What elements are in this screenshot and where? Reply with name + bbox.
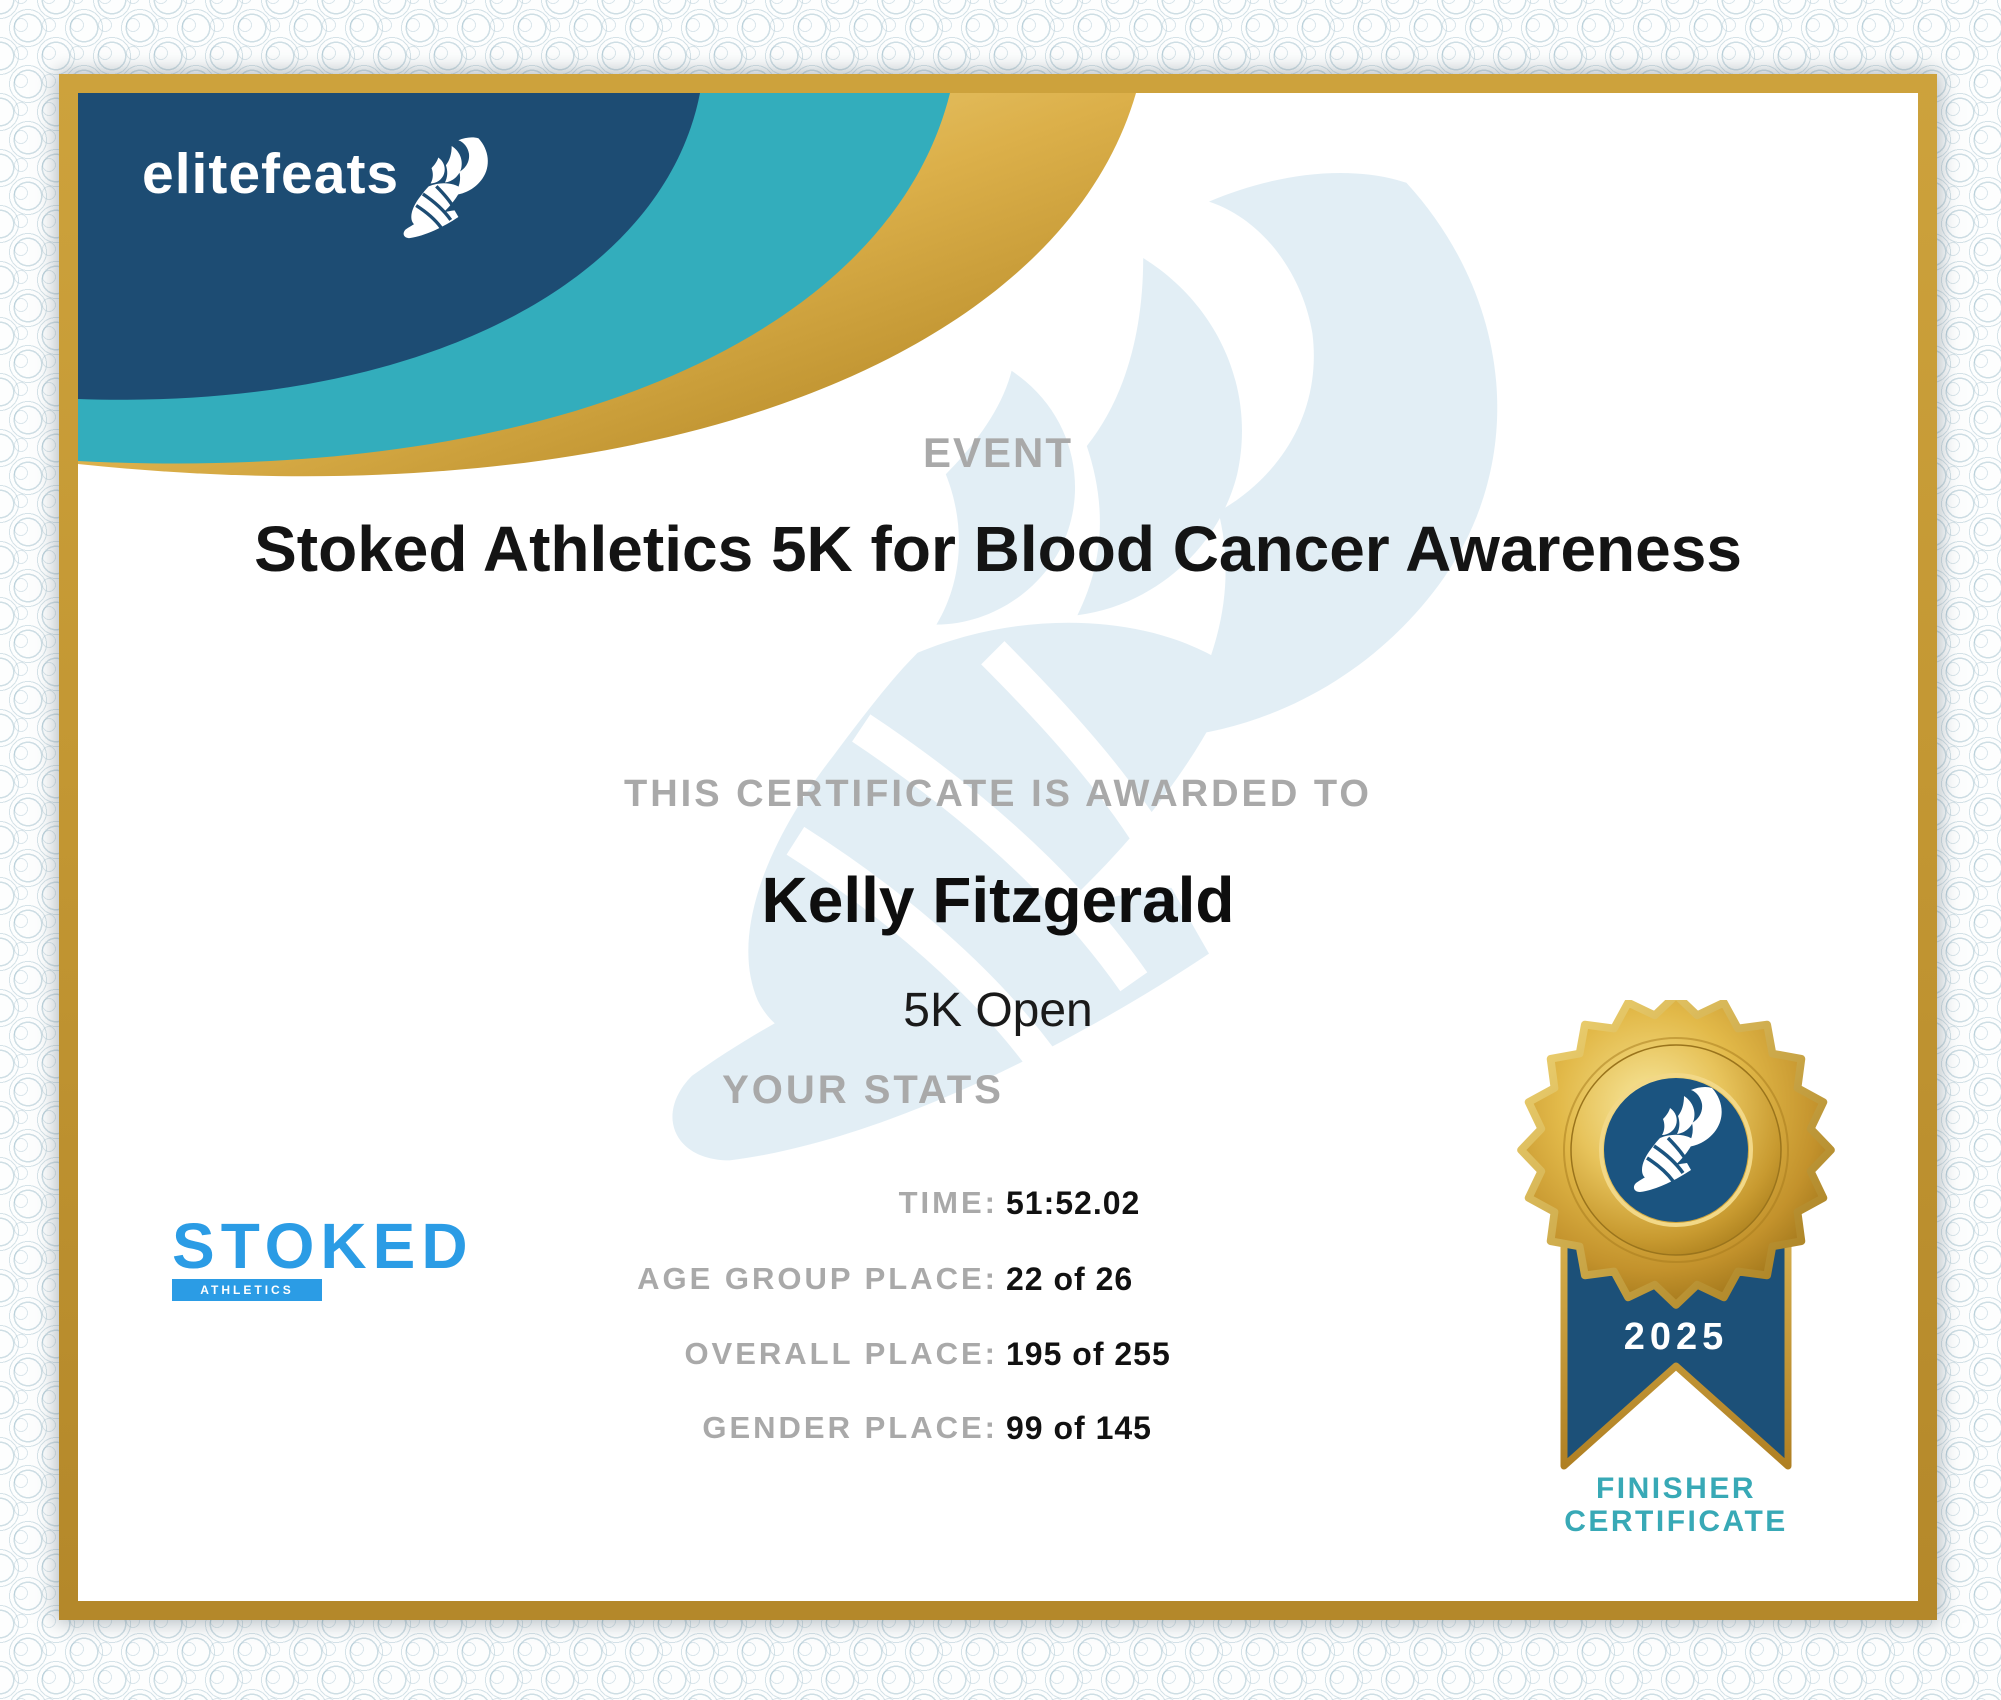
stat-label: OVERALL PLACE:: [684, 1336, 998, 1371]
stoked-athletics-bar: ATHLETICS: [172, 1279, 322, 1301]
finisher-badge: 2025: [1517, 1000, 1835, 1470]
stat-label: TIME:: [898, 1185, 998, 1220]
stat-row-gender-place: GENDER PLACE: 99 of 145: [78, 1410, 1918, 1450]
stat-label: GENDER PLACE:: [702, 1410, 998, 1445]
finisher-caption-line2: CERTIFICATE: [1564, 1505, 1788, 1538]
division-label: 5K Open: [903, 984, 1093, 1037]
event-label: EVENT: [922, 429, 1074, 476]
awardee-name: Kelly Fitzgerald: [761, 864, 1235, 936]
winged-foot-icon: [396, 135, 492, 253]
stat-row-time: TIME: 51:52.02: [78, 1185, 1918, 1225]
header-swoosh: [78, 93, 1136, 477]
stat-row-overall-place: OVERALL PLACE: 195 of 255: [78, 1336, 1918, 1376]
stat-value: 195 of 255: [1006, 1336, 1171, 1372]
stat-value: 22 of 26: [1006, 1261, 1134, 1297]
stoked-wordmark: STOKED: [172, 1210, 474, 1282]
stat-value: 99 of 145: [1006, 1410, 1152, 1446]
event-title: Stoked Athletics 5K for Blood Cancer Awa…: [254, 513, 1742, 585]
stat-label: AGE GROUP PLACE:: [637, 1261, 998, 1296]
badge-year: 2025: [1624, 1316, 1729, 1358]
swoosh-navy: [78, 93, 700, 400]
stat-row-age-group-place: AGE GROUP PLACE: 22 of 26: [78, 1261, 1918, 1301]
your-stats-label: YOUR STATS: [722, 1068, 1004, 1112]
certificate-body: elitefeats EVENT Stoked Athletics 5K for…: [78, 93, 1918, 1601]
finisher-caption: FINISHER CERTIFICATE: [1476, 1472, 1876, 1538]
awarded-to-label: THIS CERTIFICATE IS AWARDED TO: [624, 773, 1372, 815]
finisher-caption-line1: FINISHER: [1595, 1472, 1756, 1505]
stat-value: 51:52.02: [1006, 1185, 1141, 1221]
elitefeats-wordmark: elitefeats: [142, 142, 400, 206]
